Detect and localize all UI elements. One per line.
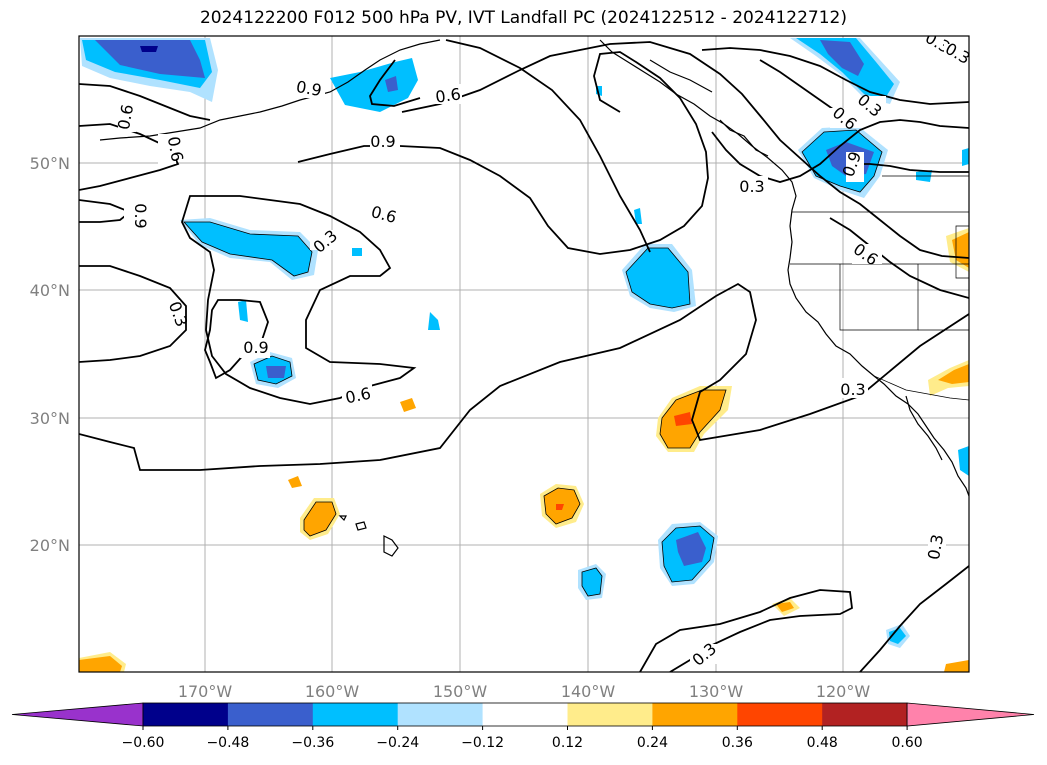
- colorbar-segment: [312, 703, 399, 726]
- contour-label: 0.9: [295, 77, 323, 100]
- contour-label: 0.6: [434, 84, 462, 106]
- latitude-label: 50°N: [30, 154, 70, 173]
- colorbar-tick-label: 0.48: [807, 735, 838, 751]
- contour-label: 0.9: [131, 203, 150, 228]
- colorbar-tick-label: −0.60: [122, 735, 165, 751]
- colorbar-segment: [652, 703, 738, 726]
- colorbar-segment: [143, 703, 229, 726]
- latitude-label: 30°N: [30, 409, 70, 428]
- contour-labels: 0.9 0.6 0.6 0.6 0.9 0.6 0.3 0.9 0.3 0.9 …: [114, 36, 969, 670]
- colorbar-extend-min: [11, 702, 144, 727]
- longitude-label: 130°W: [689, 682, 744, 701]
- colorbar-segment: [482, 703, 568, 726]
- contour-label: 0.6: [114, 103, 137, 131]
- colorbar-segment: [567, 703, 653, 726]
- contour-label: 0.6: [344, 384, 373, 408]
- negative-pv-fill: [80, 38, 969, 648]
- colorbar-extend-max: [906, 702, 1035, 727]
- colorbar-segment: [737, 703, 823, 726]
- longitude-label: 140°W: [561, 682, 616, 701]
- latitude-label: 20°N: [30, 536, 70, 555]
- colorbar-tick-label: 0.60: [892, 735, 923, 751]
- longitude-tick-labels: 170°W 160°W 150°W 140°W 130°W 120°W: [178, 682, 871, 701]
- colorbar-segment: [227, 703, 314, 726]
- colorbar-tick-label: −0.36: [291, 735, 334, 751]
- latitude-label: 40°N: [30, 281, 70, 300]
- map-border: [78, 35, 970, 673]
- contour-label: 0.9: [243, 338, 268, 357]
- colorbar: −0.60 −0.48 −0.36 −0.24 −0.12 0.12 0.24 0.36 0.4…: [11, 702, 1035, 751]
- longitude-label: 170°W: [178, 682, 233, 701]
- colorbar-segment: [822, 703, 908, 726]
- map-panel: 0.9 0.6 0.6 0.6 0.9 0.6 0.3 0.9 0.3 0.9 …: [79, 36, 969, 672]
- contour-label: 0.9: [370, 132, 395, 151]
- colorbar-outline: [142, 702, 908, 727]
- longitude-label: 150°W: [433, 682, 488, 701]
- colorbar-tick-label: −0.48: [206, 735, 249, 751]
- colorbar-tick-label: 0.24: [637, 735, 668, 751]
- contour-label: 0.3: [840, 380, 865, 399]
- colorbar-segment: [397, 703, 484, 726]
- colorbar-tick-label: −0.12: [461, 735, 504, 751]
- colorbar-tick-label: 0.12: [552, 735, 583, 751]
- coastlines: [99, 39, 969, 557]
- graticule: [79, 36, 969, 672]
- latitude-tick-labels: 50°N 40°N 30°N 20°N: [30, 154, 70, 555]
- contour-label: 0.6: [164, 135, 187, 163]
- colorbar-tick-label: 0.36: [722, 735, 753, 751]
- longitude-label: 120°W: [816, 682, 871, 701]
- map-title: 2024122200 F012 500 hPa PV, IVT Landfall…: [199, 8, 847, 28]
- contour-label: 0.3: [924, 533, 947, 561]
- colorbar-tick-label: −0.24: [376, 735, 419, 751]
- positive-pv-fill: [79, 228, 969, 672]
- longitude-label: 160°W: [305, 682, 360, 701]
- contour-label: 0.3: [739, 177, 764, 196]
